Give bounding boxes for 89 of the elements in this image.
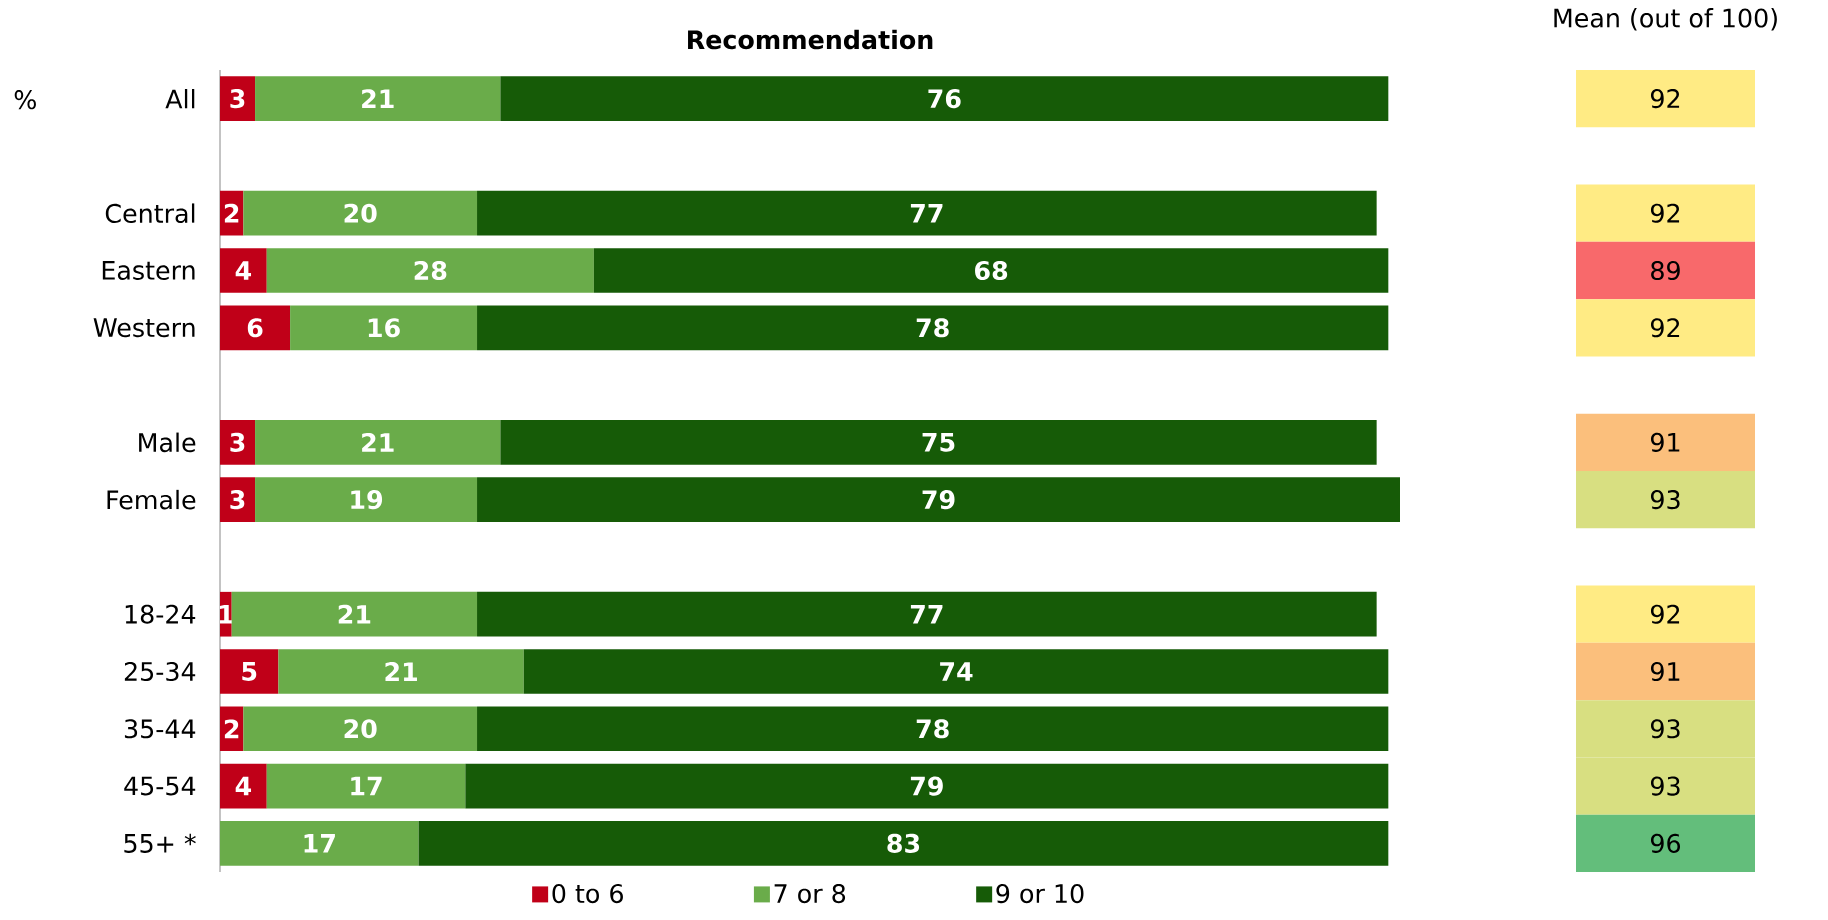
- legend-label: 0 to 6: [552, 884, 623, 904]
- data-label: 5: [242, 662, 257, 681]
- y-axis-title: %: [14, 90, 36, 110]
- data-label: 79: [910, 776, 943, 796]
- bar: [290, 305, 478, 351]
- bar: [477, 305, 1389, 351]
- bar: [500, 420, 1377, 465]
- bar: [266, 763, 466, 809]
- data-label: 17: [351, 776, 382, 796]
- bar: [255, 76, 501, 121]
- data-label: 92: [1650, 318, 1680, 338]
- y-tick-label: 45-54: [124, 776, 196, 796]
- bar: [255, 420, 501, 465]
- y-tick-label: 18-24: [125, 604, 196, 624]
- data-label: 21: [338, 604, 371, 624]
- bar: [418, 821, 1389, 866]
- y-tick-label: Western: [93, 318, 195, 338]
- data-label: 78: [916, 719, 949, 739]
- y-tick-label: All: [165, 89, 195, 109]
- data-label: 21: [362, 89, 394, 109]
- data-label: 16: [368, 318, 400, 338]
- data-label: 75: [922, 432, 955, 452]
- text: Mean (out of 100): [1554, 8, 1777, 31]
- data-label: 20: [344, 203, 377, 223]
- data-label: 83: [887, 833, 920, 853]
- data-label: 93: [1650, 490, 1680, 510]
- data-label: 21: [362, 432, 394, 452]
- y-tick-label: 35-44: [124, 719, 196, 739]
- y-tick-label: Central: [105, 203, 195, 224]
- y-tick-label: 25-34: [124, 661, 196, 682]
- data-label: 2: [224, 203, 239, 223]
- bar: [500, 76, 1389, 121]
- bar: [477, 477, 1400, 522]
- data-label: 92: [1650, 604, 1680, 624]
- legend-label: 9 or 10: [996, 884, 1084, 904]
- bar: [523, 649, 1389, 694]
- data-label: 19: [351, 490, 383, 510]
- data-label: 96: [1650, 833, 1681, 853]
- data-label: 93: [1650, 719, 1680, 739]
- bar: [278, 649, 524, 694]
- data-label: 4: [235, 776, 252, 796]
- y-tick-label: Female: [107, 489, 196, 510]
- data-label: 2: [224, 719, 239, 739]
- bar: [220, 76, 256, 121]
- bar: [465, 763, 1389, 809]
- bar: [220, 649, 279, 694]
- bar: [266, 248, 594, 293]
- bar: [220, 821, 419, 866]
- data-label: 4: [235, 261, 252, 280]
- data-label: 77: [910, 203, 943, 223]
- data-label: 77: [910, 604, 943, 624]
- y-tick-label: 55+ *: [124, 833, 196, 853]
- bar: [477, 706, 1389, 752]
- chart-title: Recommendation: [688, 29, 933, 50]
- data-label: 78: [916, 318, 949, 338]
- data-label: 6: [247, 318, 263, 338]
- bar: [220, 763, 267, 809]
- bar: [220, 248, 267, 293]
- y-tick-label: Eastern: [102, 261, 195, 280]
- data-label: 91: [1650, 432, 1680, 452]
- y-tick-label: Male: [139, 432, 196, 453]
- bar: [220, 305, 291, 351]
- bar: [255, 477, 478, 522]
- data-label: 92: [1650, 203, 1680, 223]
- data-label: 1: [219, 604, 233, 624]
- data-label: 28: [414, 260, 447, 281]
- legend-label: 7 or 8: [774, 884, 846, 904]
- bar: [477, 190, 1377, 236]
- data-label: 68: [975, 260, 1008, 281]
- bar: [243, 190, 478, 236]
- data-label: 17: [304, 834, 335, 853]
- data-label: 93: [1650, 776, 1680, 796]
- data-label: 3: [230, 432, 245, 452]
- bar: [243, 706, 478, 752]
- bar: [220, 477, 256, 522]
- data-label: 3: [230, 490, 245, 510]
- data-label: 92: [1650, 89, 1680, 109]
- data-label: 79: [922, 490, 955, 510]
- data-label: 74: [940, 662, 973, 681]
- bar: [231, 591, 478, 637]
- data-label: 21: [385, 662, 417, 681]
- data-label: 89: [1651, 260, 1680, 281]
- data-label: 20: [344, 719, 377, 739]
- bar: [593, 248, 1389, 293]
- bar: [220, 420, 256, 465]
- data-label: 3: [230, 89, 245, 109]
- bar: [477, 591, 1377, 637]
- data-label: 91: [1650, 661, 1680, 682]
- data-label: 76: [928, 89, 961, 109]
